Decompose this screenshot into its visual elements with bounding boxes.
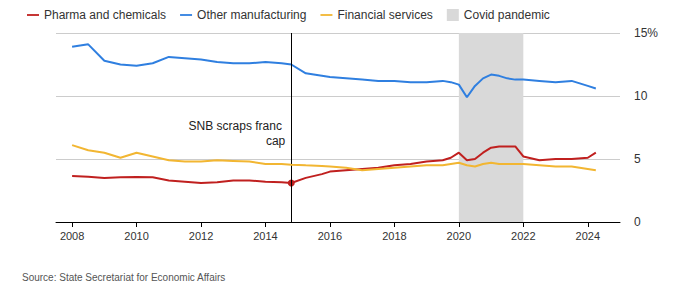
svg-text:2012: 2012 xyxy=(189,230,213,242)
svg-text:Pharma and chemicals: Pharma and chemicals xyxy=(44,8,166,22)
svg-text:0: 0 xyxy=(634,215,641,229)
svg-text:SNB scraps franc: SNB scraps franc xyxy=(189,119,286,133)
svg-text:5: 5 xyxy=(634,152,641,166)
svg-text:2014: 2014 xyxy=(253,230,277,242)
svg-text:2008: 2008 xyxy=(60,230,84,242)
svg-text:Source: State Secretariat for: Source: State Secretariat for Economic A… xyxy=(22,272,225,283)
svg-text:2010: 2010 xyxy=(124,230,148,242)
svg-text:10: 10 xyxy=(634,89,648,103)
svg-text:15%: 15% xyxy=(634,26,658,40)
svg-text:2022: 2022 xyxy=(511,230,535,242)
svg-text:Covid pandemic: Covid pandemic xyxy=(464,8,550,22)
svg-text:Financial services: Financial services xyxy=(337,8,432,22)
svg-text:2020: 2020 xyxy=(447,230,471,242)
svg-text:cap: cap xyxy=(266,134,286,148)
svg-text:2016: 2016 xyxy=(318,230,342,242)
svg-text:2018: 2018 xyxy=(382,230,406,242)
svg-text:2024: 2024 xyxy=(576,230,600,242)
svg-text:Other manufacturing: Other manufacturing xyxy=(197,8,306,22)
